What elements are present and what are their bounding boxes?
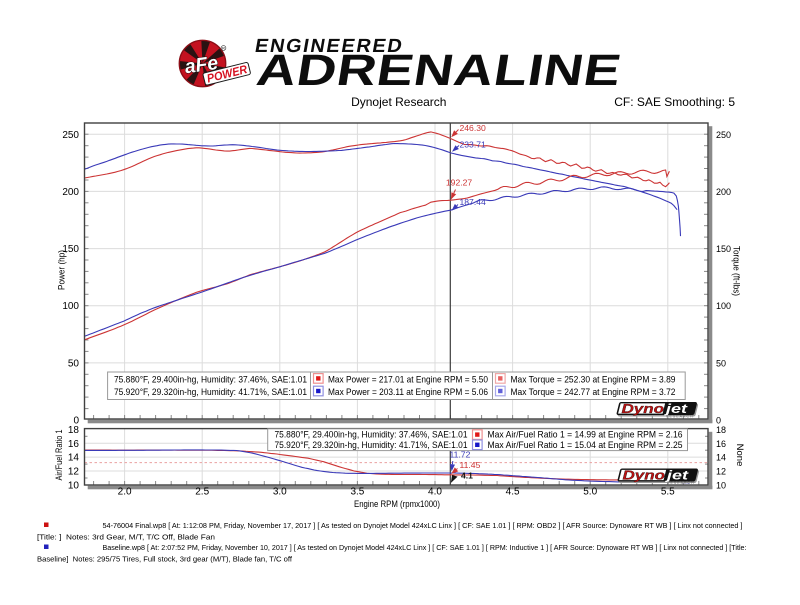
svg-text:14: 14 [68,453,80,464]
svg-text:Engine RPM (rpmx1000): Engine RPM (rpmx1000) [354,499,440,509]
svg-text:16: 16 [716,439,726,449]
svg-text:16: 16 [68,439,80,450]
svg-text:100: 100 [62,301,79,312]
svg-text:CF: SAE Smoothing: 5: CF: SAE Smoothing: 5 [614,95,735,109]
svg-text:50: 50 [716,358,726,368]
svg-text:Baseline] Notes: 295/75 Tires: Baseline] Notes: 295/75 Tires, Full stoc… [37,554,293,563]
svg-text:150: 150 [716,244,731,254]
svg-text:Power (hp): Power (hp) [57,250,68,290]
svg-text:RESEARCH: RESEARCH [666,414,694,418]
svg-text:12: 12 [716,467,726,477]
svg-text:250: 250 [62,130,79,141]
svg-text:200: 200 [716,187,731,197]
svg-text:75.920°F, 29.320in-hg, Humidit: 75.920°F, 29.320in-hg, Humidity: 41.71%,… [114,387,307,397]
svg-text:233.71: 233.71 [460,140,487,150]
svg-text:2.5: 2.5 [195,487,209,498]
svg-text:Max Torque = 252.30 at Engine: Max Torque = 252.30 at Engine RPM = 3.89 [511,374,676,384]
svg-text:10: 10 [716,480,726,490]
svg-text:Max Power = 217.01 at Engine R: Max Power = 217.01 at Engine RPM = 5.50 [328,374,488,384]
svg-text:5.0: 5.0 [583,487,597,498]
svg-text:10: 10 [68,480,80,491]
svg-text:4.5: 4.5 [506,487,520,498]
svg-text:75.880°F, 29.400in-hg, Humidit: 75.880°F, 29.400in-hg, Humidity: 37.46%,… [275,430,468,440]
svg-text:4.1: 4.1 [461,470,473,480]
svg-text:18: 18 [716,425,726,435]
svg-text:Air/Fuel Ratio 1: Air/Fuel Ratio 1 [54,430,65,481]
svg-text:Max Power = 203.11 at Engine R: Max Power = 203.11 at Engine RPM = 5.06 [328,387,488,397]
svg-text:Max Air/Fuel Ratio 1 = 15.04 a: Max Air/Fuel Ratio 1 = 15.04 at Engine R… [488,440,683,450]
svg-text:250: 250 [716,130,731,140]
svg-text:None: None [734,444,745,467]
svg-text:12: 12 [68,467,80,478]
svg-text:100: 100 [716,301,731,311]
svg-text:3.5: 3.5 [350,487,364,498]
svg-text:Dyno: Dyno [622,401,665,416]
svg-text:192.27: 192.27 [446,178,473,188]
svg-text:54-76004 Final.wp8 [ At: 1:12:: 54-76004 Final.wp8 [ At: 1:12:08 PM, Fri… [103,521,743,530]
svg-text:Dyno: Dyno [623,468,666,483]
svg-text:75.880°F, 29.400in-hg, Humidit: 75.880°F, 29.400in-hg, Humidity: 37.46%,… [114,374,307,384]
svg-text:11.45: 11.45 [460,460,481,470]
svg-text:3.0: 3.0 [273,487,287,498]
svg-text:18: 18 [68,425,80,436]
svg-text:187.44: 187.44 [460,197,487,207]
svg-text:[Title: ] Notes: 3rd Gear, M/: [Title: ] Notes: 3rd Gear, M/T, T/C Off,… [37,532,215,541]
svg-text:75.920°F, 29.320in-hg, Humidit: 75.920°F, 29.320in-hg, Humidity: 41.71%,… [275,440,468,450]
svg-text:5.5: 5.5 [661,487,675,498]
svg-text:Torque (ft-lbs): Torque (ft-lbs) [731,246,742,296]
svg-text:4.0: 4.0 [428,487,442,498]
svg-text:Max Torque = 242.77 at Engine: Max Torque = 242.77 at Engine RPM = 3.72 [511,387,676,397]
svg-text:246.30: 246.30 [460,123,487,133]
svg-text:Max Air/Fuel Ratio 1 = 14.99 a: Max Air/Fuel Ratio 1 = 14.99 at Engine R… [488,430,683,440]
svg-text:200: 200 [62,187,79,198]
svg-text:11.72: 11.72 [450,450,471,460]
svg-text:14: 14 [716,453,726,463]
svg-text:2.0: 2.0 [118,487,132,498]
svg-text:RESEARCH: RESEARCH [667,481,695,485]
svg-text:Baseline.wp8 [ At: 2:07:52 PM,: Baseline.wp8 [ At: 2:07:52 PM, Friday, N… [103,543,747,552]
svg-text:Dynojet Research: Dynojet Research [351,95,446,109]
svg-text:50: 50 [68,358,80,369]
